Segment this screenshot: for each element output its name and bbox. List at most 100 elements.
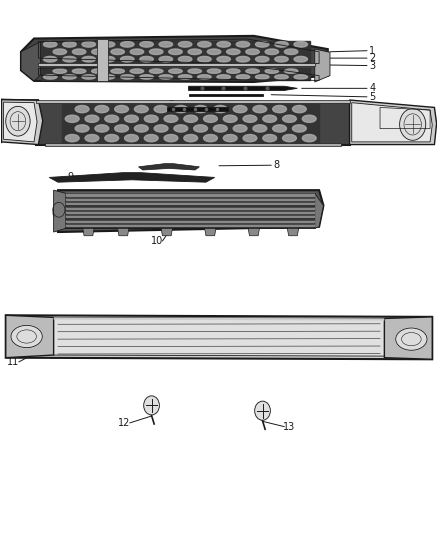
Text: 11: 11 [7, 357, 20, 367]
Polygon shape [41, 68, 311, 80]
Ellipse shape [223, 134, 237, 142]
Polygon shape [6, 316, 432, 359]
Ellipse shape [284, 69, 298, 74]
Ellipse shape [134, 125, 148, 132]
Polygon shape [21, 42, 41, 81]
Polygon shape [385, 317, 432, 359]
Ellipse shape [236, 75, 250, 79]
Polygon shape [4, 102, 37, 142]
Ellipse shape [204, 115, 217, 123]
Ellipse shape [302, 134, 316, 142]
Ellipse shape [207, 49, 221, 54]
Circle shape [399, 109, 426, 140]
Ellipse shape [85, 134, 99, 142]
Ellipse shape [194, 125, 208, 132]
Ellipse shape [217, 56, 230, 62]
Ellipse shape [149, 69, 163, 74]
Ellipse shape [265, 69, 279, 74]
Ellipse shape [273, 106, 286, 112]
Ellipse shape [130, 69, 144, 74]
Ellipse shape [243, 115, 257, 123]
Polygon shape [53, 190, 323, 232]
Ellipse shape [124, 115, 138, 123]
Ellipse shape [149, 49, 163, 54]
Ellipse shape [226, 69, 240, 74]
Circle shape [254, 401, 270, 420]
Ellipse shape [120, 42, 134, 47]
Ellipse shape [111, 49, 124, 54]
Text: 7: 7 [6, 133, 12, 143]
Ellipse shape [178, 75, 192, 79]
Text: 6: 6 [167, 100, 173, 110]
Polygon shape [6, 316, 53, 358]
Ellipse shape [275, 42, 288, 47]
Ellipse shape [255, 75, 269, 79]
Ellipse shape [283, 134, 297, 142]
Ellipse shape [144, 115, 158, 123]
Polygon shape [53, 317, 385, 356]
Ellipse shape [65, 134, 79, 142]
Ellipse shape [53, 49, 67, 54]
Ellipse shape [124, 134, 138, 142]
Ellipse shape [72, 69, 86, 74]
Ellipse shape [63, 56, 76, 62]
Ellipse shape [213, 125, 227, 132]
Ellipse shape [105, 134, 119, 142]
Ellipse shape [178, 56, 192, 62]
Ellipse shape [140, 42, 153, 47]
Ellipse shape [95, 125, 109, 132]
Ellipse shape [159, 56, 173, 62]
Polygon shape [66, 211, 314, 213]
Ellipse shape [223, 115, 237, 123]
Polygon shape [352, 103, 432, 142]
Polygon shape [66, 215, 314, 217]
Ellipse shape [130, 49, 144, 54]
Ellipse shape [178, 42, 192, 47]
Ellipse shape [217, 42, 230, 47]
Ellipse shape [294, 56, 307, 62]
Polygon shape [53, 190, 66, 232]
Ellipse shape [120, 75, 134, 79]
Ellipse shape [275, 75, 288, 79]
Polygon shape [1, 100, 43, 144]
Ellipse shape [140, 56, 153, 62]
Text: 1: 1 [369, 46, 375, 56]
Ellipse shape [63, 75, 76, 79]
Ellipse shape [134, 106, 148, 112]
Polygon shape [66, 220, 314, 222]
Polygon shape [62, 104, 319, 143]
Ellipse shape [82, 42, 95, 47]
Polygon shape [315, 49, 330, 82]
Polygon shape [53, 317, 385, 320]
Circle shape [144, 396, 159, 415]
Ellipse shape [105, 115, 119, 123]
Ellipse shape [255, 42, 269, 47]
Ellipse shape [101, 75, 115, 79]
Ellipse shape [164, 115, 178, 123]
Ellipse shape [204, 134, 217, 142]
Ellipse shape [194, 106, 208, 112]
Ellipse shape [164, 134, 178, 142]
Polygon shape [138, 164, 199, 170]
Ellipse shape [294, 75, 307, 79]
Text: 10: 10 [151, 236, 163, 246]
Ellipse shape [43, 42, 57, 47]
Ellipse shape [233, 125, 247, 132]
Text: 4: 4 [369, 83, 375, 93]
Polygon shape [83, 228, 94, 236]
Ellipse shape [169, 69, 182, 74]
Ellipse shape [263, 134, 277, 142]
Polygon shape [188, 86, 297, 91]
Ellipse shape [115, 125, 128, 132]
Ellipse shape [246, 49, 259, 54]
Ellipse shape [82, 56, 95, 62]
Ellipse shape [226, 49, 240, 54]
Polygon shape [188, 94, 262, 96]
Text: 12: 12 [118, 418, 131, 428]
Ellipse shape [253, 125, 267, 132]
Ellipse shape [263, 115, 277, 123]
Ellipse shape [43, 75, 57, 79]
Polygon shape [66, 224, 314, 226]
Polygon shape [36, 102, 350, 144]
Polygon shape [167, 108, 228, 111]
